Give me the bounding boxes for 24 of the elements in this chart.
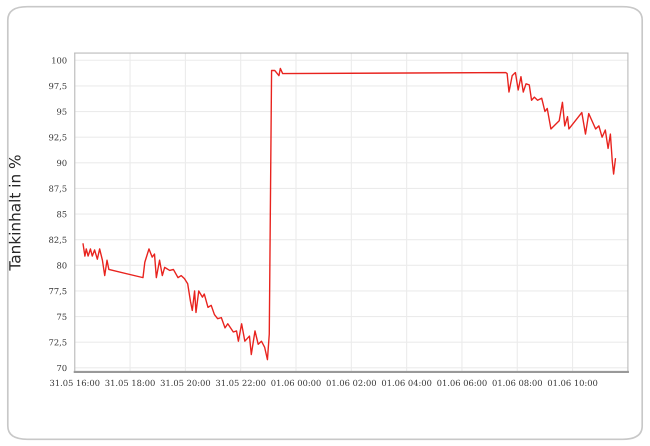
y-tick-label: 90 [57,160,67,166]
x-tick-label: 01.06 10:00 [548,380,598,386]
x-tick-label: 01.06 08:00 [492,380,542,386]
x-tick-label: 31.05 16:00 [50,380,100,386]
y-tick-label: 97,5 [49,82,66,90]
y-tick-label: 95 [57,108,66,115]
y-tick-label: 100 [52,57,67,64]
y-tick-label: 92,5 [49,134,66,142]
x-tick-label: 01.06 04:00 [382,380,432,386]
y-axis-title: Tankinhalt in % [8,155,21,271]
x-tick-label: 31.05 18:00 [105,380,155,386]
y-tick-label: 80 [57,262,67,269]
y-tick-label: 77,5 [49,288,66,296]
y-tick-label: 85 [57,211,66,218]
x-tick-label: 01.06 06:00 [437,380,487,386]
y-tick-label: 87,5 [49,185,66,193]
x-tick-label: 01.06 00:00 [271,380,321,386]
y-tick-label: 82,5 [49,236,66,244]
y-tick-label: 72,5 [49,339,66,347]
y-tick-label: 70 [57,364,67,372]
y-tick-label: 75 [57,314,66,320]
x-tick-label: 31.05 20:00 [160,380,210,386]
x-tick-label: 31.05 22:00 [216,380,266,386]
x-tick-label: 01.06 02:00 [326,380,376,386]
